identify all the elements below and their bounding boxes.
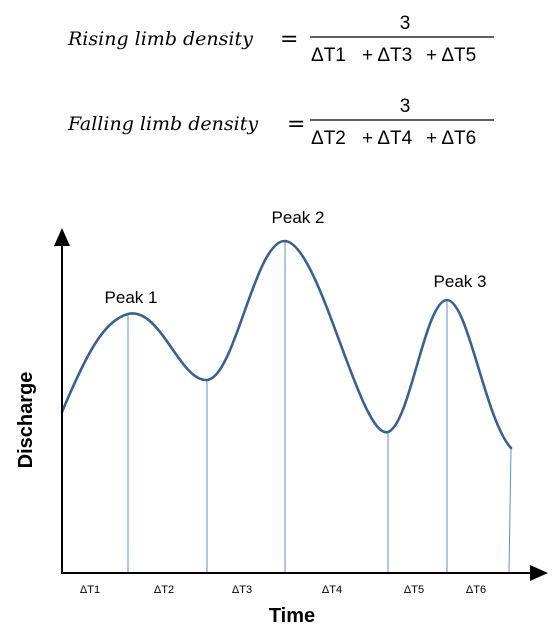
guide-line-end — [508, 447, 512, 573]
interval-label-6: ΔT6 — [466, 584, 486, 596]
peak-3-label: Peak 3 — [434, 272, 487, 291]
peak-2-label: Peak 2 — [272, 208, 325, 227]
interval-label-5: ΔT5 — [404, 584, 424, 596]
falling-formula-numerator: 3 — [400, 96, 411, 117]
x-axis-title: Time — [269, 605, 315, 627]
interval-label-2: ΔT2 — [154, 584, 174, 596]
falling-limb-formula: Falling limb density = 3 ΔT2 + ΔT4 + ΔT6 — [67, 96, 494, 149]
falling-formula-label: Falling limb density — [67, 113, 258, 135]
rising-formula-term-2: + ΔT3 — [362, 45, 412, 66]
interval-label-4: ΔT4 — [322, 584, 342, 596]
rising-formula-label: Rising limb density — [67, 28, 253, 50]
hydrograph: Peak 1 Peak 2 Peak 3 ΔT1 ΔT2 ΔT3 ΔT4 ΔT5… — [15, 208, 548, 627]
falling-formula-equals: = — [287, 112, 305, 137]
y-axis-title: Discharge — [15, 372, 37, 469]
falling-formula-term-3: + ΔT6 — [426, 128, 476, 149]
rising-formula-term-1: ΔT1 — [311, 45, 346, 66]
peak-1-label: Peak 1 — [105, 288, 158, 307]
interval-guides — [127, 241, 512, 573]
rising-formula-numerator: 3 — [400, 13, 411, 34]
discharge-curve — [60, 239, 513, 450]
rising-limb-formula: Rising limb density = 3 ΔT1 + ΔT3 + ΔT5 — [67, 13, 494, 66]
falling-formula-term-2: + ΔT4 — [362, 128, 413, 149]
interval-label-1: ΔT1 — [80, 584, 100, 596]
falling-formula-term-1: ΔT2 — [311, 128, 346, 149]
rising-formula-term-3: + ΔT5 — [426, 45, 476, 66]
rising-formula-equals: = — [280, 27, 298, 52]
interval-label-3: ΔT3 — [232, 584, 252, 596]
